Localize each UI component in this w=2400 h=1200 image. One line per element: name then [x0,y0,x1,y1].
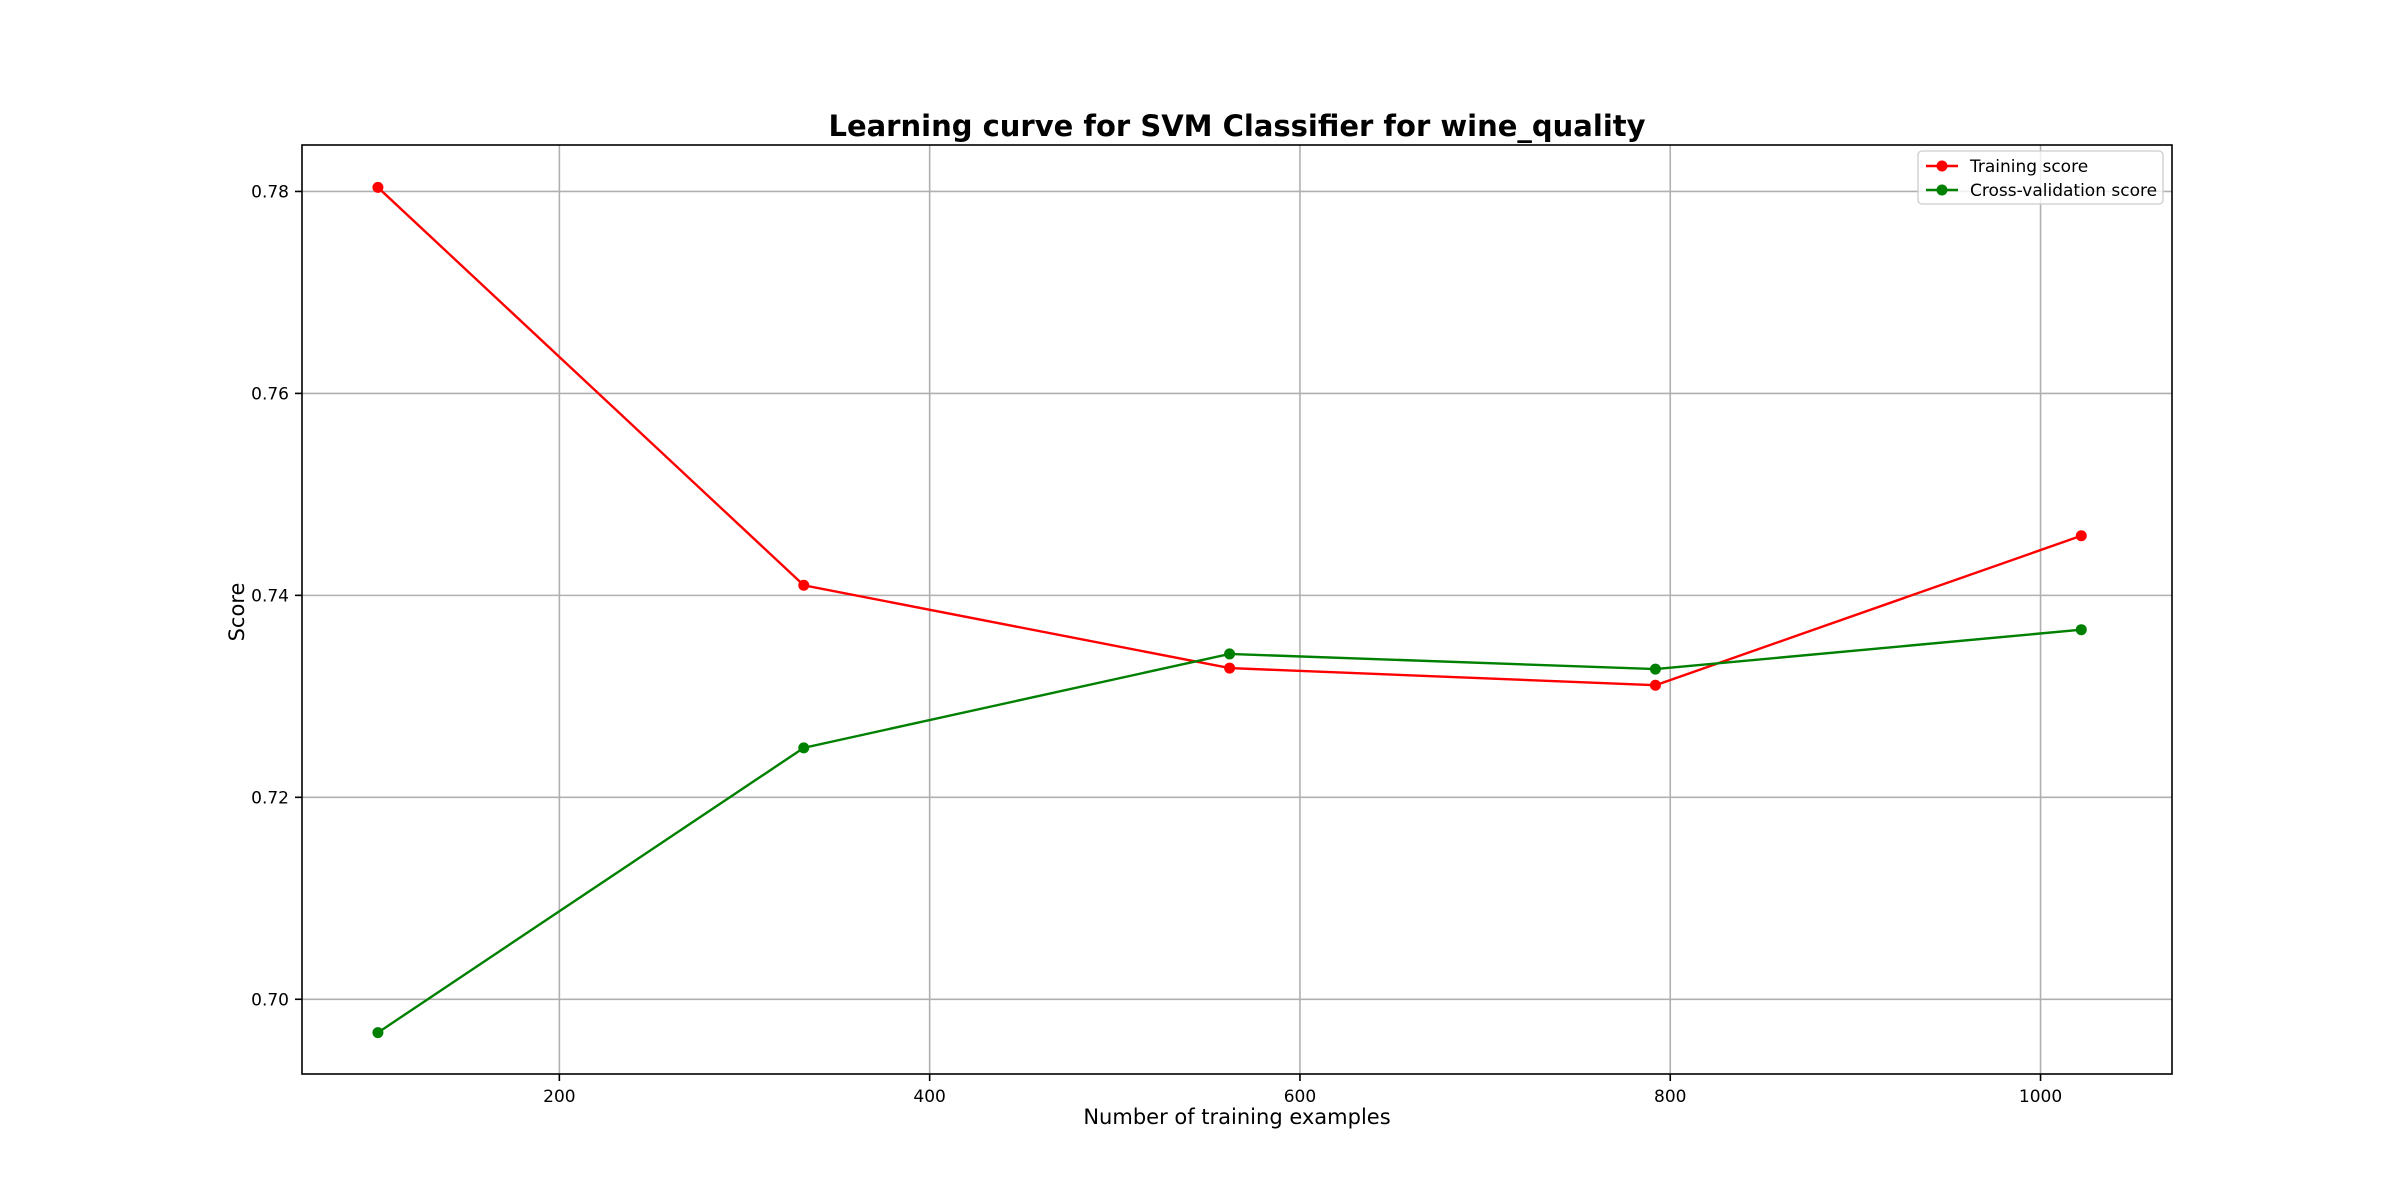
cross-validation-score-point [1224,648,1236,660]
legend-label: Training score [1969,157,2088,177]
cross-validation-score-point [2075,624,2087,636]
training-score-point [1649,679,1661,691]
training-score-point [798,579,810,591]
x-tick-label: 800 [1654,1087,1686,1107]
training-score-point [372,181,384,193]
x-tick-label: 200 [543,1087,575,1107]
series-training-score [372,181,2087,691]
x-tick-label: 1000 [2019,1087,2062,1107]
y-tick-label: 0.76 [251,384,289,404]
data-series [372,181,2087,1039]
series-cross-validation-score [372,624,2087,1039]
y-tick-label: 0.72 [251,788,289,808]
chart-title: Learning curve for SVM Classifier for wi… [828,109,1645,143]
y-tick-label: 0.78 [251,182,289,202]
legend-swatch-marker [1936,160,1948,172]
cross-validation-score-point [372,1027,384,1039]
legend-label: Cross-validation score [1970,181,2157,201]
training-score-line [377,186,2082,687]
y-tick-label: 0.74 [251,586,289,606]
training-score-point [1224,662,1236,674]
legend-item-cross-validation-score: Cross-validation score [1926,181,2157,201]
x-tick-label: 400 [913,1087,945,1107]
y-axis-label: Score [225,583,249,642]
legend-swatch-marker [1936,184,1948,196]
cross-validation-score-point [1649,663,1661,675]
axis-ticks: 200 400 600 800 1000 0.70 0.72 0.74 0.76 0.78 [251,182,2062,1107]
plot-area-frame [301,144,2173,1075]
cross-validation-score-point [798,742,810,754]
x-tick-label: 600 [1284,1087,1316,1107]
legend-box [1917,150,2164,205]
x-axis-label: Number of training examples [1083,1105,1390,1129]
y-tick-label: 0.70 [251,990,289,1010]
training-score-point [2075,530,2087,542]
cross-validation-score-line [377,628,2082,1034]
legend: Training score Cross-validation score [1917,150,2164,205]
legend-item-training-score: Training score [1926,157,2088,177]
grid-lines [302,145,2172,1074]
